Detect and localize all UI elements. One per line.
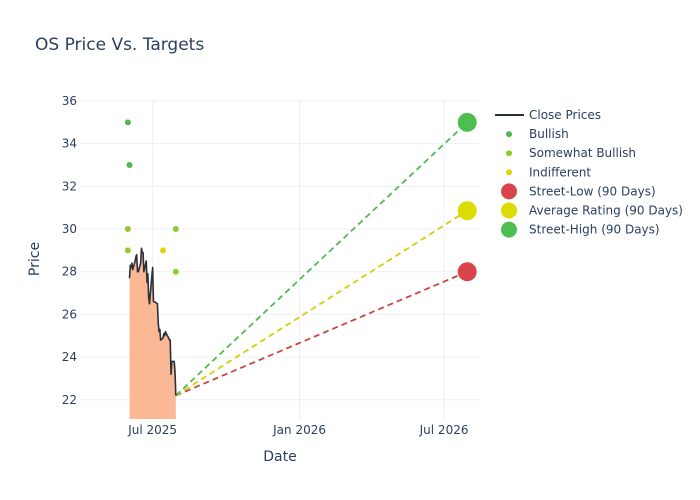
y-tick-label: 28 bbox=[62, 265, 77, 279]
street-high-target-marker[interactable] bbox=[457, 112, 477, 132]
legend-dot-swatch bbox=[501, 202, 517, 219]
average-rating-target-marker[interactable] bbox=[457, 201, 477, 221]
legend-item[interactable]: Bullish bbox=[506, 127, 569, 141]
legend-dot-swatch bbox=[506, 150, 512, 157]
somewhat-bullish-rating-marker[interactable] bbox=[124, 226, 131, 233]
legend[interactable]: Close Prices Bullish Somewhat Bullish Indif… bbox=[495, 108, 683, 238]
somewhat-bullish-rating-marker[interactable] bbox=[124, 247, 131, 254]
y-axis-title: Price bbox=[27, 242, 43, 276]
close-price-area bbox=[129, 248, 176, 419]
legend-item[interactable]: Indifferent bbox=[506, 165, 591, 179]
x-axis-title: Date bbox=[263, 449, 296, 465]
somewhat-bullish-rating-marker[interactable] bbox=[172, 226, 179, 233]
y-tick-label: 22 bbox=[62, 393, 77, 407]
legend-item[interactable]: Somewhat Bullish bbox=[506, 146, 636, 160]
indifferent-rating-marker[interactable] bbox=[160, 247, 167, 254]
legend-dot-swatch bbox=[501, 183, 517, 200]
legend-label: Street-High (90 Days) bbox=[529, 223, 660, 237]
axis-layer: 22 24 26 28 30 32 34 36 Jul 2025 Jan 2026 Jul 2026 bbox=[62, 94, 469, 437]
chart-title: OS Price Vs. Targets bbox=[35, 35, 204, 55]
bullish-rating-marker[interactable] bbox=[124, 119, 131, 126]
x-tick-label: Jul 2025 bbox=[127, 423, 177, 437]
y-tick-label: 24 bbox=[62, 350, 77, 364]
y-tick-label: 30 bbox=[62, 222, 77, 236]
legend-item[interactable]: Street-Low (90 Days) bbox=[501, 183, 656, 200]
close-price-line bbox=[128, 247, 177, 396]
legend-label: Street-Low (90 Days) bbox=[529, 184, 656, 198]
y-tick-label: 26 bbox=[62, 307, 77, 321]
legend-label: Indifferent bbox=[529, 165, 591, 179]
legend-item[interactable]: Average Rating (90 Days) bbox=[501, 202, 683, 219]
legend-dot-swatch bbox=[506, 131, 512, 138]
street-high-target-line bbox=[175, 121, 468, 397]
legend-dot-swatch bbox=[506, 169, 512, 176]
legend-item[interactable]: Close Prices bbox=[495, 108, 601, 122]
y-tick-label: 36 bbox=[62, 94, 77, 108]
x-tick-label: Jul 2026 bbox=[419, 423, 469, 437]
x-tick-label: Jan 2026 bbox=[272, 423, 326, 437]
y-tick-label: 32 bbox=[62, 179, 77, 193]
legend-label: Average Rating (90 Days) bbox=[529, 204, 683, 218]
somewhat-bullish-rating-marker[interactable] bbox=[172, 268, 179, 275]
legend-label: Close Prices bbox=[529, 108, 601, 122]
y-tick-label: 34 bbox=[62, 137, 77, 151]
bullish-rating-marker[interactable] bbox=[126, 162, 133, 169]
data-layer bbox=[124, 112, 477, 419]
legend-label: Somewhat Bullish bbox=[529, 146, 636, 160]
legend-item[interactable]: Street-High (90 Days) bbox=[501, 221, 660, 238]
street-low-target-marker[interactable] bbox=[457, 262, 477, 282]
street-low-target-line bbox=[175, 270, 468, 397]
average-rating-target-line bbox=[175, 209, 468, 397]
legend-dot-swatch bbox=[501, 221, 517, 238]
legend-label: Bullish bbox=[529, 127, 569, 141]
